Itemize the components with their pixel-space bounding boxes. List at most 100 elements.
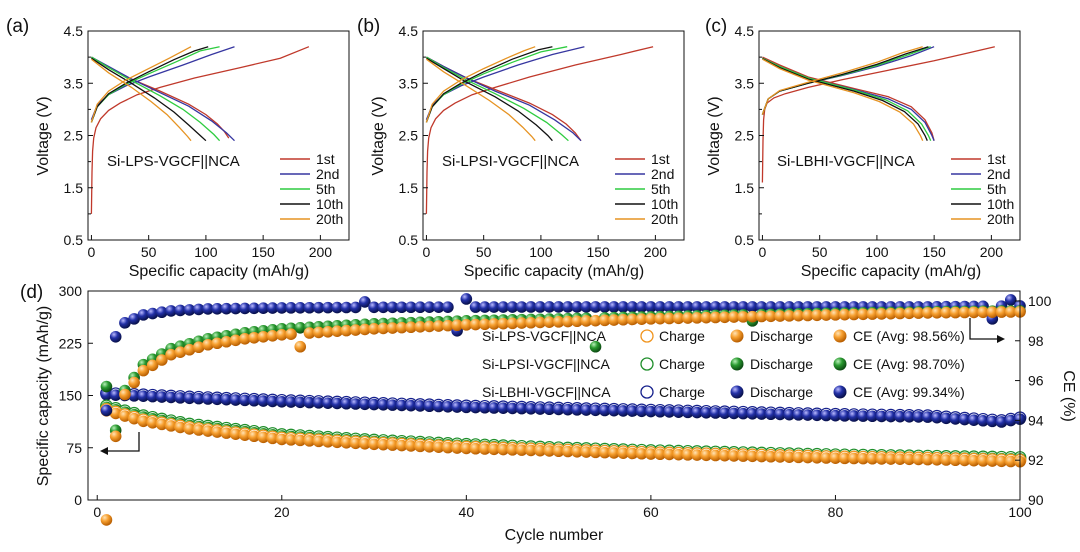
discharge-point-lbhi [829, 409, 842, 422]
discharge-point-lps [580, 446, 593, 458]
ce-point-lps [386, 322, 399, 334]
discharge-point-lps [949, 454, 962, 467]
legend-ce-marker-lpsi [833, 357, 847, 371]
panel-a-discharge-curve-2nd [91, 56, 235, 142]
discharge-point-lps [1004, 455, 1017, 468]
discharge-point-lbhi [534, 403, 546, 415]
discharge-point-lbhi [617, 405, 630, 417]
ce-point-lps [257, 330, 270, 343]
discharge-point-lbhi [958, 413, 971, 426]
discharge-point-lps [792, 451, 805, 464]
ce-point-lps [654, 312, 666, 325]
panel-a-charge-curve-10th [90, 46, 209, 123]
discharge-point-lps [977, 455, 989, 467]
panel-c-legend-label: 10th [987, 196, 1014, 212]
panel-c-charge-curve-20th [761, 46, 923, 115]
panel-b-xtick-label: 0 [423, 244, 431, 260]
ce-point-lps [811, 309, 823, 322]
panel-d-y2tick-label: 94 [1028, 412, 1044, 428]
discharge-point-lbhi [405, 399, 417, 412]
discharge-point-lbhi [432, 400, 445, 413]
panel-c-letter: (c) [705, 16, 727, 37]
ce-point-lps [506, 317, 519, 330]
discharge-point-lps [598, 446, 611, 459]
ce-point-lps [211, 337, 223, 350]
ce-point-lbhi [515, 301, 528, 313]
panel-d-ytick-label: 75 [66, 440, 82, 456]
discharge-point-lbhi [349, 398, 362, 410]
panel-a-charge-curve-1st [90, 46, 310, 214]
ce-point-lps [1004, 306, 1017, 318]
discharge-point-lps [543, 445, 556, 457]
panel-a-annotation: Si-LPS-VGCF||NCA [107, 153, 240, 170]
discharge-point-lps [635, 447, 648, 460]
panel-c-discharge-curve-20th [762, 58, 924, 141]
ce-point-lps [562, 315, 574, 328]
discharge-point-lbhi [672, 406, 685, 418]
discharge-point-lbhi [626, 405, 639, 417]
panel-a-xtick-label: 150 [251, 244, 275, 260]
ce-point-lbhi [229, 302, 242, 315]
discharge-point-lps [515, 444, 528, 456]
ce-point-lbhi [146, 307, 159, 320]
ce-point-lps [192, 341, 205, 354]
ce-point-lpsi [294, 322, 307, 334]
legend-charge-1: Charge [659, 328, 705, 344]
discharge-point-lps [894, 453, 906, 465]
discharge-point-lps [940, 454, 952, 466]
discharge-point-lbhi [211, 393, 223, 406]
discharge-point-lbhi [395, 399, 408, 412]
ce-point-lps [995, 306, 1008, 318]
ce-point-lbhi [432, 301, 445, 313]
ce-point-lps [755, 310, 768, 323]
discharge-point-lps [755, 450, 768, 463]
discharge-point-lbhi [682, 406, 694, 419]
ce-point-lps [885, 307, 897, 320]
ce-point-lps [331, 325, 343, 338]
ce-point-lbhi [488, 301, 500, 313]
panel-b-charge-curve-10th [425, 46, 553, 123]
ce-point-lbhi [303, 301, 316, 314]
legend-discharge-marker-lpsi [730, 357, 744, 371]
discharge-point-lps [156, 418, 168, 431]
discharge-point-lps [386, 439, 399, 451]
discharge-point-lps [506, 444, 519, 456]
panel-c-ytick-label: 4.5 [735, 23, 755, 39]
discharge-point-lps [239, 429, 251, 442]
discharge-point-lps [552, 445, 565, 458]
discharge-point-lbhi [774, 408, 786, 421]
panel-c-legend-label: 2nd [987, 166, 1010, 182]
ce-point-lps [395, 321, 408, 334]
ce-point-lps [266, 329, 279, 342]
panel-c-discharge-curve-10th [762, 58, 928, 141]
ce-point-lps [921, 307, 934, 319]
discharge-point-lbhi [312, 397, 325, 409]
ce-point-lps [534, 316, 546, 329]
discharge-point-lbhi [275, 395, 288, 408]
panel-b-charge-curve-2nd [425, 46, 585, 121]
discharge-point-lps [746, 450, 759, 463]
legend-discharge-marker-lps [730, 329, 744, 343]
legend-charge-marker-lps [640, 329, 654, 343]
ce-point-lps [857, 308, 869, 321]
discharge-point-lbhi [977, 414, 989, 427]
ce-point-lps [248, 331, 260, 344]
discharge-point-lbhi [460, 401, 473, 414]
discharge-point-lbhi [478, 401, 491, 414]
panel-a-discharge-curve-5th [91, 56, 221, 142]
discharge-point-lbhi [986, 415, 999, 428]
ce-point-lps [349, 324, 362, 336]
discharge-point-lbhi [811, 409, 823, 422]
panel-a-ytick-label: 2.5 [64, 128, 84, 144]
discharge-point-lps [857, 452, 869, 465]
ce-point-lps [986, 306, 999, 318]
panel-a-charge-curve-20th [90, 46, 192, 123]
ce-point-lbhi [340, 301, 353, 314]
ce-point-lbhi [718, 301, 731, 313]
panel-d-xtick-label: 20 [274, 504, 290, 520]
discharge-point-lps [848, 452, 860, 465]
ce-point-lps [109, 430, 122, 443]
ce-point-lbhi [543, 301, 556, 313]
ce-point-lps [183, 343, 196, 356]
legend-discharge-2: Discharge [750, 356, 813, 372]
